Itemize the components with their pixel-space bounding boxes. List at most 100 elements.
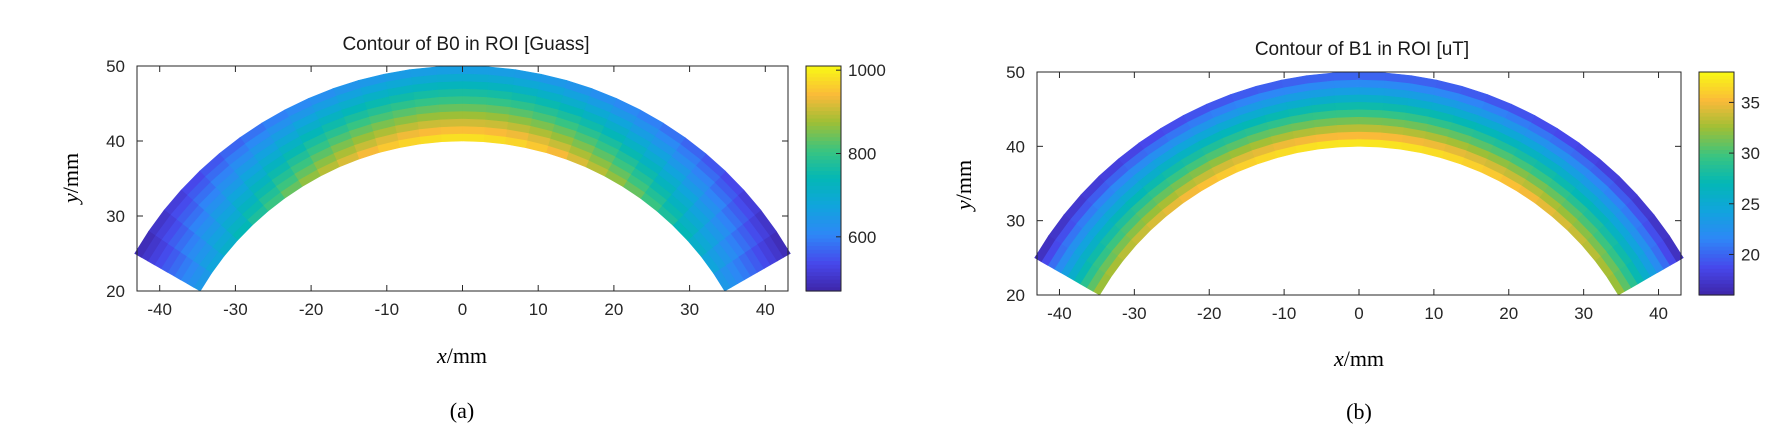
- colorbar-band: [1699, 75, 1734, 81]
- x-tick-label: 10: [1424, 304, 1443, 323]
- colorbar-band: [1699, 146, 1734, 151]
- colorbar-band: [806, 234, 841, 240]
- x-tick-label: 0: [1354, 304, 1363, 323]
- x-tick-label: -20: [299, 300, 324, 319]
- heatmap-cell: [462, 65, 490, 75]
- heatmap-cell: [1332, 71, 1360, 81]
- heatmap-cell: [1358, 79, 1385, 89]
- colorbar-frame: [1698, 71, 1735, 296]
- colorbar-band: [1699, 116, 1734, 121]
- colorbar-band: [806, 276, 841, 281]
- colorbar-band: [806, 88, 841, 93]
- x-tick-label: 40: [756, 300, 775, 319]
- colorbar-band: [1699, 209, 1734, 214]
- heatmap-cells: [134, 65, 791, 292]
- colorbar-band: [1699, 254, 1734, 259]
- x-axis-label-var: x: [1333, 346, 1344, 371]
- x-tick-label: 20: [1499, 304, 1518, 323]
- colorbar-band: [806, 264, 841, 270]
- colorbar-band: [1699, 135, 1734, 140]
- heatmap-cell: [437, 95, 463, 105]
- heatmap-cell: [1358, 71, 1386, 81]
- colorbar-tick-label: 600: [848, 228, 876, 247]
- colorbar-band: [806, 178, 841, 183]
- colorbar-band: [806, 201, 841, 206]
- colorbar-band: [806, 152, 841, 157]
- heatmap-cell: [1333, 86, 1360, 96]
- colorbar-band: [1699, 83, 1734, 88]
- colorbar-band: [806, 126, 841, 131]
- heatmap-cell: [437, 88, 463, 98]
- colorbar-band: [1699, 142, 1734, 147]
- y-axis-label-var: y: [951, 200, 976, 212]
- x-tick-label: -20: [1197, 304, 1222, 323]
- heatmap-cell: [462, 80, 489, 90]
- colorbar-band: [806, 231, 841, 236]
- heatmap-cell: [1336, 123, 1360, 133]
- y-axis-label: y/mm: [951, 160, 976, 212]
- colorbar-band: [1699, 124, 1734, 129]
- chart-panel-a: Contour of B0 in ROI [Guass] -40 -30 -20 -1…: [58, 34, 886, 423]
- heatmap-cell: [1334, 93, 1360, 103]
- colorbar-band: [1699, 183, 1734, 188]
- chart-title: Contour of B1 in ROI [uT]: [1255, 39, 1469, 60]
- x-axis-label-var: x: [436, 343, 447, 368]
- colorbar-band: [806, 137, 841, 142]
- heatmap-cell: [462, 73, 489, 83]
- colorbar: [805, 65, 842, 292]
- colorbar-ticks: 20 25 30 35: [1729, 93, 1760, 264]
- colorbar-band: [806, 69, 841, 75]
- colorbar-band: [806, 272, 841, 277]
- colorbar-band: [806, 171, 841, 176]
- y-tick-label: 30: [106, 207, 125, 226]
- y-tick-label: 30: [1006, 212, 1025, 231]
- colorbar-band: [806, 73, 841, 78]
- colorbar-band: [1699, 280, 1734, 285]
- heatmap-cell: [1335, 108, 1360, 118]
- colorbar-band: [806, 96, 841, 101]
- heatmap-cell: [1358, 138, 1381, 148]
- colorbar-band: [806, 208, 841, 213]
- colorbar-band: [1699, 101, 1734, 107]
- colorbar-tick-label: 800: [848, 145, 876, 164]
- colorbar-band: [1699, 131, 1734, 136]
- colorbar-band: [806, 174, 841, 180]
- heatmap-cell: [462, 103, 487, 113]
- colorbar-band: [806, 167, 841, 172]
- colorbar-tick-label: 35: [1741, 93, 1760, 112]
- heatmap-cell: [1358, 123, 1382, 133]
- colorbar-band: [806, 141, 841, 146]
- heatmap-cell: [1358, 131, 1382, 140]
- y-tick-label: 20: [106, 282, 125, 301]
- colorbar-band: [1699, 98, 1734, 103]
- heatmap-cell: [1334, 101, 1360, 111]
- y-tick-label: 20: [1006, 286, 1025, 305]
- colorbar-band: [1699, 164, 1734, 170]
- colorbar-band: [1699, 239, 1734, 244]
- x-axis-label-unit: /mm: [1344, 346, 1384, 371]
- x-tick-label: 40: [1649, 304, 1668, 323]
- colorbar-band: [1699, 94, 1734, 99]
- x-tick-label: 30: [1574, 304, 1593, 323]
- heatmap-cell: [1333, 79, 1360, 89]
- colorbar-band: [806, 219, 841, 225]
- colorbar-band: [1699, 231, 1734, 237]
- colorbar-band: [806, 92, 841, 97]
- colorbar-band: [1699, 287, 1734, 292]
- colorbar-band: [1699, 246, 1734, 251]
- heatmap-cell: [436, 73, 463, 83]
- heatmap-cell: [462, 133, 485, 143]
- colorbar-band: [1699, 213, 1734, 218]
- x-axis-label-unit: /mm: [447, 343, 487, 368]
- colorbar-band: [1699, 257, 1734, 263]
- heatmap-cells: [1034, 71, 1684, 296]
- colorbar-band: [1699, 276, 1734, 281]
- colorbar-band: [806, 249, 841, 255]
- colorbar-band: [806, 66, 841, 71]
- colorbar-band: [806, 129, 841, 135]
- x-tick-label: -10: [1272, 304, 1297, 323]
- colorbar-band: [806, 189, 841, 195]
- colorbar-band: [806, 287, 841, 292]
- colorbar-band: [806, 257, 841, 262]
